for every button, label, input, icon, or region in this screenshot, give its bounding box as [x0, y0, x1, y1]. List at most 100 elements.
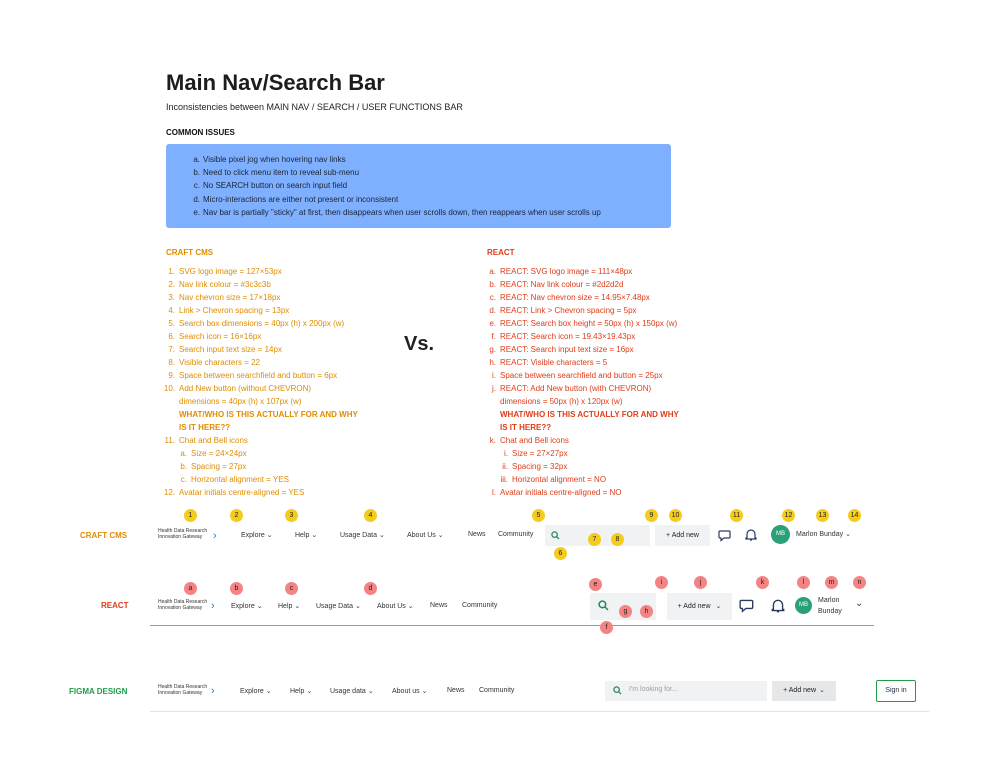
craft-badge: 6: [554, 547, 567, 560]
figma-search-input[interactable]: I'm looking for...: [605, 681, 767, 701]
craft-nav-news[interactable]: News: [468, 531, 486, 538]
bell-icon[interactable]: [744, 528, 758, 542]
logo-line: Innovation Gateway: [158, 533, 203, 540]
common-issues-heading: COMMON ISSUES: [166, 128, 235, 137]
craft-issue-item: c. Horizontal alignment = YES: [180, 475, 289, 484]
react-badge: b: [230, 582, 243, 595]
craft-user-menu[interactable]: Marlon Bunday ⌄: [796, 531, 851, 538]
craft-badge: 14: [848, 509, 861, 522]
chat-icon[interactable]: [739, 597, 755, 613]
craft-issue-item: 10. Add New button (without CHEVRON): [163, 384, 312, 393]
react-issue-item: a. REACT: SVG logo image = 111×48px: [489, 267, 633, 276]
react-nav-about-us[interactable]: About Us ⌄: [377, 603, 414, 610]
react-issue-item: dimensions = 50px (h) x 120px (w): [500, 397, 623, 406]
craft-nav-community[interactable]: Community: [498, 531, 534, 538]
issue-item: d. Micro-interactions are either not pres…: [193, 194, 399, 204]
craft-nav-usage-data[interactable]: Usage Data ⌄: [340, 532, 385, 539]
logo-chevron-icon: ›: [211, 600, 215, 612]
craft-badge: 3: [285, 509, 298, 522]
search-icon: [598, 600, 609, 611]
chat-icon[interactable]: [718, 528, 732, 542]
issue-item: e. Nav bar is partially "sticky" at first…: [193, 207, 601, 217]
chevron-down-icon: ⌄: [354, 603, 361, 610]
figma-nav-about-us[interactable]: About us ⌄: [392, 688, 428, 695]
craft-nav-about-us[interactable]: About Us ⌄: [407, 532, 444, 539]
chevron-down-icon: ⌄: [311, 532, 318, 539]
chevron-down-icon: ⌄: [265, 688, 272, 695]
craft-badge: 1: [184, 509, 197, 522]
craft-logo[interactable]: Health Data Research Innovation Gateway: [158, 528, 207, 540]
craft-row-label: CRAFT CMS: [80, 531, 128, 540]
figma-nav-news[interactable]: News: [447, 687, 465, 694]
user-first-name: Marlon: [818, 597, 840, 604]
craft-issue-item: a. Size = 24×24px: [180, 449, 247, 458]
chevron-down-icon: ⌄: [306, 688, 313, 695]
issue-item: b. Need to click menu item to reveal sub-…: [193, 168, 360, 178]
craft-issue-item: 9. Space between searchfield and button =…: [168, 371, 338, 380]
craft-issue-item: dimensions = 40px (h) x 107px (w): [179, 397, 302, 406]
react-logo[interactable]: Health Data Research Innovation Gateway: [158, 599, 207, 611]
react-nav-news[interactable]: News: [430, 602, 448, 609]
react-issue-item: iii. Horizontal alignment = NO: [500, 475, 607, 484]
react-avatar[interactable]: MB: [795, 597, 812, 614]
chevron-down-icon: ⌄: [256, 603, 263, 610]
react-issue-item: e. REACT: Search box height = 50px (h) x …: [489, 319, 678, 328]
react-nav-help[interactable]: Help ⌄: [278, 603, 301, 610]
figma-add-new-button[interactable]: + Add new ⌄: [772, 681, 836, 701]
react-badge: e: [589, 578, 602, 591]
react-issue-item: WHAT/WHO IS THIS ACTUALLY FOR AND WHY: [500, 410, 679, 419]
issue-item: a. Visible pixel jog when hovering nav li…: [193, 155, 346, 164]
craft-badge: 4: [364, 509, 377, 522]
chevron-down-icon: ⌄: [845, 531, 851, 538]
figma-nav-community[interactable]: Community: [479, 687, 515, 694]
logo-chevron-icon: ›: [211, 685, 215, 697]
react-nav-explore[interactable]: Explore ⌄: [231, 603, 263, 610]
craft-issue-item: 8. Visible characters = 22: [168, 358, 261, 367]
react-issue-item: d. REACT: Link > Chevron spacing = 5px: [489, 306, 637, 315]
react-issue-item: IS IT HERE??: [500, 423, 552, 432]
chevron-down-icon[interactable]: ⌄: [855, 598, 864, 609]
react-add-new-button[interactable]: + Add new ⌄: [667, 593, 732, 620]
react-issue-item: l. Avatar initials centre-aligned = NO: [492, 488, 622, 497]
craft-avatar[interactable]: MB: [771, 525, 790, 544]
craft-badge: 12: [782, 509, 795, 522]
chevron-down-icon: ⌄: [437, 532, 444, 539]
figma-nav-usage-data[interactable]: Usage data ⌄: [330, 688, 374, 695]
craft-add-new-button[interactable]: + Add new: [655, 525, 710, 546]
react-badge: g: [619, 605, 632, 618]
react-user-name[interactable]: Marlon Bunday: [818, 595, 842, 617]
craft-nav-help[interactable]: Help ⌄: [295, 532, 318, 539]
react-badge: i: [655, 576, 668, 589]
craft-issue-item: 3. Nav chevron size = 17×18px: [168, 293, 281, 302]
react-issue-item: ii. Spacing = 32px: [502, 462, 568, 471]
figma-nav-help[interactable]: Help ⌄: [290, 688, 313, 695]
craft-issue-item: 5. Search box dimensions = 40px (h) x 200…: [168, 319, 345, 328]
react-badge: m: [825, 576, 838, 589]
chevron-down-icon: ⌄: [407, 603, 414, 610]
sign-in-button[interactable]: Sign in: [876, 680, 916, 702]
craft-issue-item: 2. Nav link colour = #3c3c3b: [168, 280, 271, 289]
react-nav-usage-data[interactable]: Usage Data ⌄: [316, 603, 361, 610]
page-title: Main Nav/Search Bar: [166, 70, 385, 95]
react-nav-community[interactable]: Community: [462, 602, 498, 609]
craft-badge: 11: [730, 509, 743, 522]
craft-heading: CRAFT CMS: [166, 248, 214, 257]
bell-icon[interactable]: [770, 598, 786, 614]
logo-line: Innovation Gateway: [158, 689, 203, 696]
user-last-name: Bunday: [818, 608, 842, 615]
craft-issue-item: 4. Link > Chevron spacing = 13px: [168, 306, 290, 315]
logo-chevron-icon: ›: [213, 530, 217, 542]
craft-issue-item: 12. Avatar initials centre-aligned = YES: [163, 488, 305, 497]
figma-nav-explore[interactable]: Explore ⌄: [240, 688, 272, 695]
react-issue-item: c. REACT: Nav chevron size = 14.95×7.48px: [489, 293, 650, 302]
craft-issue-item: b. Spacing = 27px: [180, 462, 247, 471]
react-badge: j: [694, 576, 707, 589]
search-placeholder: I'm looking for...: [629, 686, 678, 693]
craft-issue-item: 7. Search input text size = 14px: [168, 345, 282, 354]
craft-nav-explore[interactable]: Explore ⌄: [241, 532, 273, 539]
craft-badge: 10: [669, 509, 682, 522]
search-icon: [613, 686, 622, 695]
figma-logo[interactable]: Health Data Research Innovation Gateway: [158, 684, 207, 696]
craft-issue-item: WHAT/WHO IS THIS ACTUALLY FOR AND WHY: [179, 410, 358, 419]
common-issues-box: a. Visible pixel jog when hovering nav li…: [166, 144, 671, 228]
